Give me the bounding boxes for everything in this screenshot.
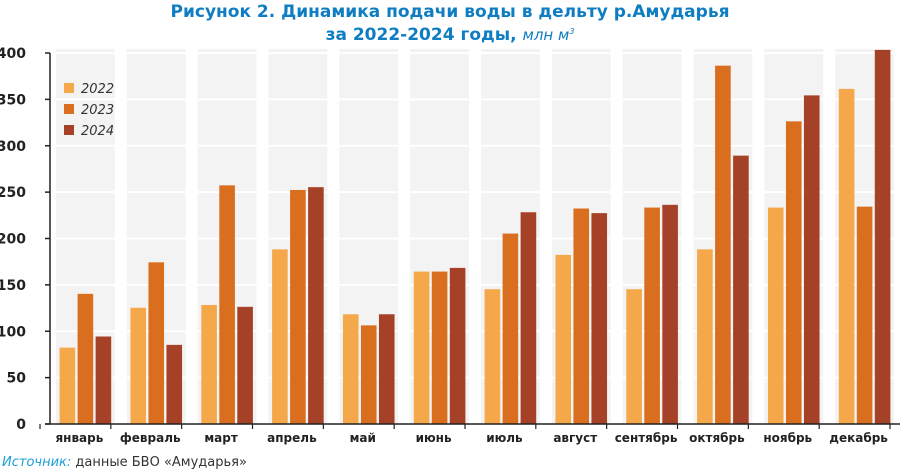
legend-swatch-2024 [64, 125, 74, 135]
bar-2022-ноябрь [767, 207, 784, 425]
bar-2023-сентябрь [644, 207, 660, 425]
y-tick-label: 200 [0, 232, 26, 248]
x-tick-label: июль [486, 431, 523, 445]
unit-superscript: 3 [569, 27, 575, 36]
legend-label-2024: 2024 [81, 124, 114, 139]
source-note: Источник: данные БВО «Амударья» [2, 455, 247, 470]
chart-title-unit: млн м3 [523, 26, 575, 44]
x-tick-label: апрель [267, 431, 317, 445]
source-text: данные БВО «Амударья» [71, 455, 247, 470]
bar-2023-декабрь [856, 206, 873, 425]
bar-2022-октябрь [697, 249, 713, 425]
legend-label-2023: 2023 [81, 103, 114, 118]
bar-2022-август [555, 254, 572, 425]
bar-2024-январь [95, 336, 112, 425]
y-tick-label: 400 [0, 46, 26, 62]
bar-2023-ноябрь [785, 121, 802, 425]
x-tick-label: май [350, 431, 376, 445]
bar-2022-июнь [413, 271, 430, 425]
y-tick-label: 150 [0, 278, 26, 294]
x-tick-label: ноябрь [763, 431, 812, 445]
y-tick-label: 350 [0, 92, 26, 108]
y-tick-label: 300 [0, 139, 26, 155]
bar-2024-сентябрь [662, 204, 678, 425]
y-tick-label: 50 [7, 371, 27, 387]
x-tick-label: декабрь [829, 431, 888, 445]
bar-2023-май [360, 325, 377, 425]
bar-2023-февраль [148, 262, 165, 425]
bar-2024-май [378, 314, 395, 425]
bar-2024-ноябрь [803, 95, 820, 425]
bar-2024-апрель [308, 187, 324, 425]
x-tick-label: октябрь [689, 431, 745, 445]
bar-2024-июнь [449, 267, 466, 425]
bar-2022-сентябрь [626, 289, 642, 425]
bar-2024-июль [520, 212, 537, 425]
x-tick-label: март [204, 431, 237, 445]
bar-2024-март [237, 306, 253, 425]
chart-title-line2: за 2022-2024 годы, млн м3 [325, 25, 575, 45]
legend-swatch-2023 [64, 104, 74, 114]
unit-text: млн м [522, 26, 570, 44]
bar-2023-июнь [431, 271, 448, 425]
bar-2024-февраль [166, 344, 183, 425]
bar-2023-апрель [290, 189, 306, 425]
x-tick-label: февраль [120, 431, 181, 445]
gridlines [50, 52, 900, 379]
bar-2023-июль [502, 233, 519, 425]
legend-label-2022: 2022 [81, 82, 114, 97]
x-tick-label: август [553, 431, 597, 445]
source-label: Источник: [2, 455, 72, 470]
bar-2023-январь [77, 293, 94, 425]
bars [59, 49, 891, 425]
x-tick-label: январь [55, 431, 103, 445]
x-tick-label: июнь [416, 431, 452, 445]
bar-2023-октябрь [715, 65, 731, 425]
chart-title: Рисунок 2. Динамика подачи воды в дельту… [0, 2, 900, 45]
y-tick-label: 100 [0, 324, 26, 340]
x-axis-ticks: январь февраль март апрель май июнь июль август… [39, 424, 891, 445]
bar-2022-февраль [130, 307, 147, 425]
bar-2022-декабрь [838, 88, 855, 425]
legend-swatch-2022 [64, 83, 74, 93]
bar-2024-август [591, 213, 608, 425]
y-tick-label: 250 [0, 185, 26, 201]
bar-2023-март [219, 185, 235, 425]
bar-2022-март [201, 304, 217, 425]
bar-2024-декабрь [874, 49, 891, 425]
bar-2023-август [573, 208, 590, 425]
x-tick-label: сентябрь [615, 431, 678, 445]
bar-2024-октябрь [733, 155, 749, 425]
bar-2022-апрель [272, 249, 288, 425]
bar-2022-май [342, 314, 359, 425]
chart-title-line1: Рисунок 2. Динамика подачи воды в дельту… [170, 2, 730, 22]
y-axis-ticks: 0 50 100 150 200 250 300 350 400 [0, 46, 50, 433]
bar-2022-январь [59, 347, 76, 425]
legend: 2022 2023 2024 [64, 82, 114, 139]
y-tick-label: 0 [16, 417, 26, 433]
bar-2022-июль [484, 289, 501, 425]
chart-title-period: за 2022-2024 годы [325, 25, 511, 45]
